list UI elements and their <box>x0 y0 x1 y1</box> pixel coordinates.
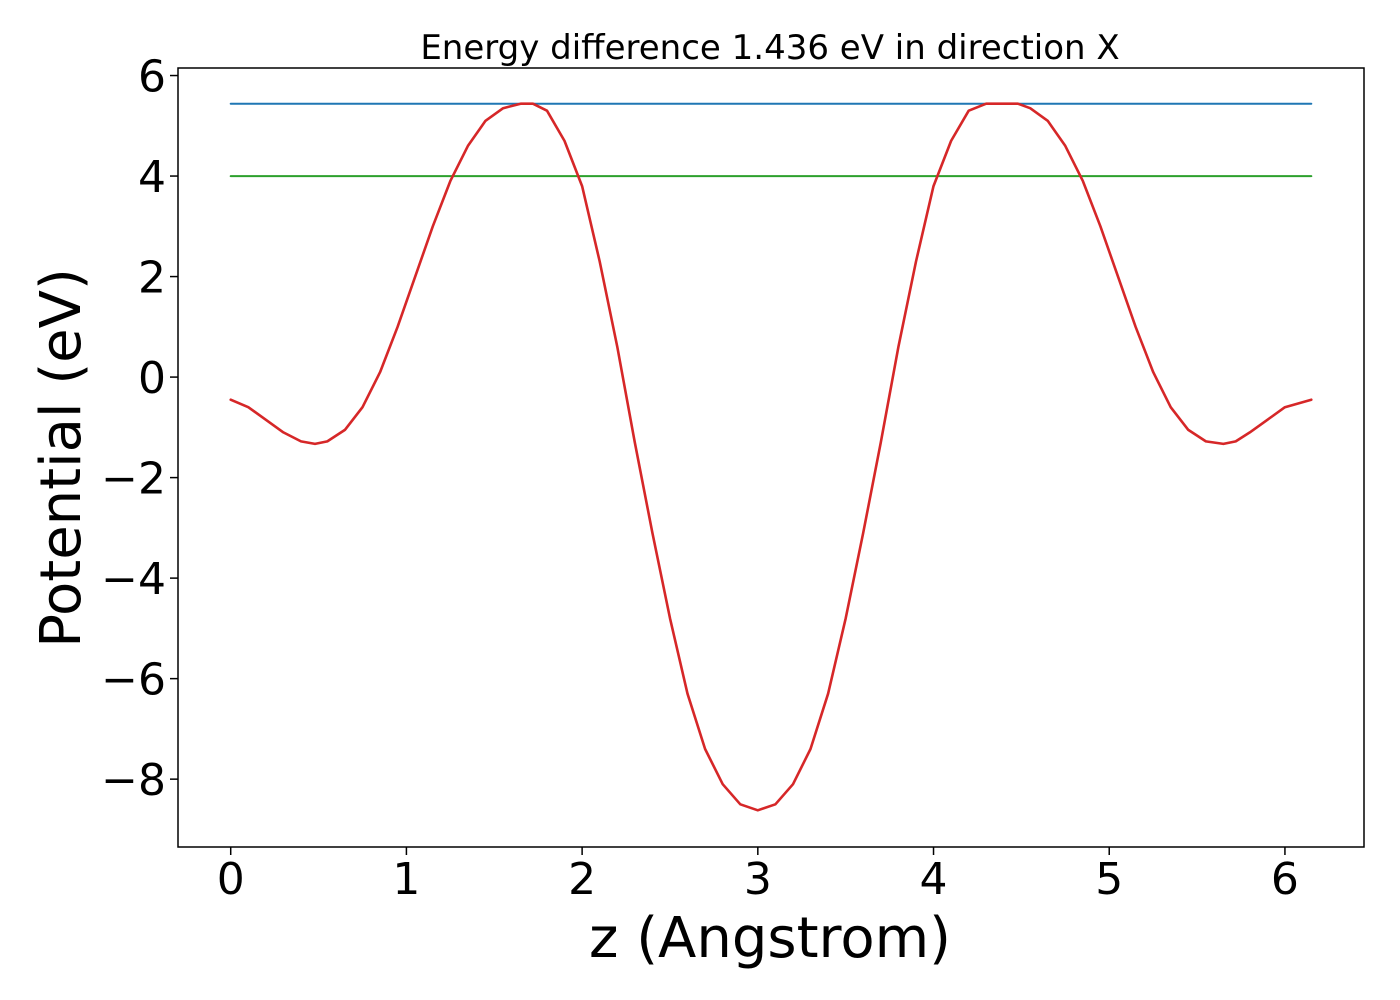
y-tick-label: 0 <box>138 353 166 404</box>
y-tick-label: −2 <box>101 454 166 505</box>
x-tick-label: 0 <box>217 854 245 905</box>
x-tick-label: 6 <box>1271 854 1299 905</box>
y-tick-label: −4 <box>101 554 166 605</box>
y-tick-label: 2 <box>138 253 166 304</box>
y-tick-label: 6 <box>138 52 166 103</box>
plot-area <box>177 67 1365 848</box>
x-ticks: 0 1 2 3 4 5 6 <box>217 847 1299 905</box>
y-axis-label: Potential (eV) <box>29 268 94 648</box>
potential-curve <box>229 102 1313 812</box>
x-tick-label: 1 <box>392 854 420 905</box>
x-tick-label: 5 <box>1095 854 1123 905</box>
axes-frame <box>177 67 1365 848</box>
series-layer <box>229 102 1313 812</box>
x-tick-label: 2 <box>568 854 596 905</box>
y-tick-label: 4 <box>138 152 166 203</box>
x-tick-label: 3 <box>744 854 772 905</box>
y-tick-label: −6 <box>101 655 166 706</box>
x-axis-label: z (Angstrom) <box>589 906 951 971</box>
y-tick-label: −8 <box>101 755 166 806</box>
x-tick-label: 4 <box>920 854 948 905</box>
y-ticks: −8 −6 −4 −2 0 2 4 6 <box>101 52 178 806</box>
chart-title: Energy difference 1.436 eV in direction … <box>420 28 1119 68</box>
